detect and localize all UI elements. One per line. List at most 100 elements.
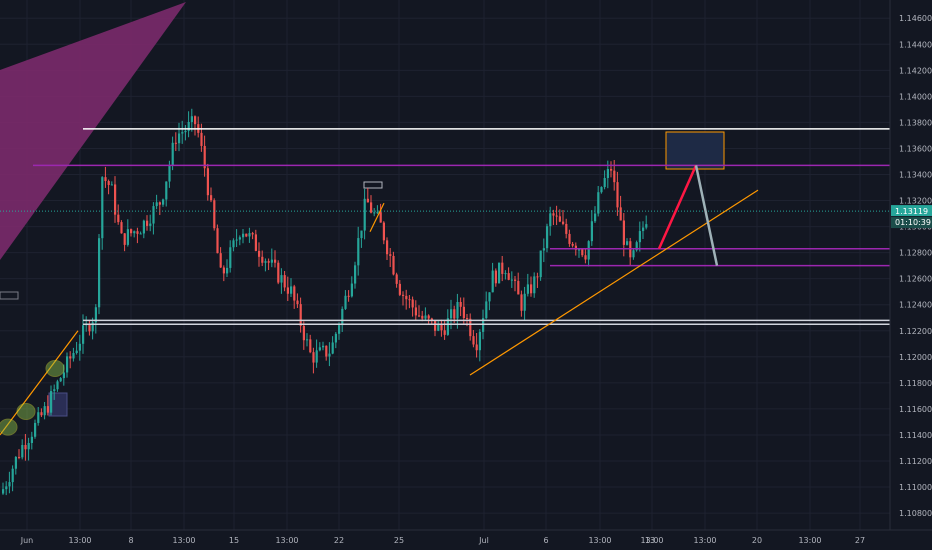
candle-body xyxy=(270,259,273,263)
candle-body xyxy=(168,165,171,182)
candle-body xyxy=(72,353,75,359)
time-tick-label: 20 xyxy=(752,536,762,545)
price-tick-label: 1.11800 xyxy=(899,379,932,388)
highlight-circle[interactable] xyxy=(0,418,18,436)
candle-body xyxy=(418,315,421,317)
candle-body xyxy=(235,239,238,241)
trend-line-rising[interactable] xyxy=(469,189,759,376)
candle-body xyxy=(11,468,14,483)
candle-body xyxy=(184,130,187,133)
candle-body xyxy=(242,233,245,238)
candle-body xyxy=(104,177,107,182)
candle-body xyxy=(392,255,395,275)
candle-body xyxy=(635,242,638,251)
candle-body xyxy=(245,233,248,237)
candle-body xyxy=(498,262,501,284)
candle-body xyxy=(146,220,149,226)
price-axis[interactable]: 1.14600 1.14400 1.14200 1.14000 1.13800 1.136… xyxy=(889,0,932,530)
candle-body xyxy=(626,241,629,245)
candle-body xyxy=(405,295,408,300)
price-tick-label: 1.12800 xyxy=(899,249,932,258)
time-tick-label: 13:00 xyxy=(275,536,298,545)
candle-body xyxy=(421,315,424,319)
candle-body xyxy=(638,231,641,243)
price-tick-label: 1.12200 xyxy=(899,327,932,336)
candle-body xyxy=(558,216,561,222)
current-price-tag[interactable] xyxy=(891,205,932,217)
trend-line-short[interactable] xyxy=(369,202,385,233)
candle-body xyxy=(328,353,331,357)
candle-body xyxy=(398,283,401,295)
horizontal-levels[interactable] xyxy=(0,128,890,326)
candle-body xyxy=(286,287,289,294)
time-tick-label: 13:00 xyxy=(798,536,821,545)
candle-body xyxy=(344,295,347,309)
candle-body xyxy=(69,356,72,359)
candle-body xyxy=(606,168,609,178)
candle-body xyxy=(200,132,203,146)
candle-body xyxy=(536,276,539,278)
time-tick-label: 13:00 xyxy=(640,536,663,545)
candle-body xyxy=(510,279,513,281)
candle-body xyxy=(219,253,222,268)
projection-down[interactable] xyxy=(694,165,719,266)
candle-body xyxy=(59,378,62,382)
small-rect xyxy=(363,181,383,189)
candle-body xyxy=(571,243,574,246)
candle-body xyxy=(296,300,299,305)
candle-body xyxy=(274,259,277,263)
candle-body xyxy=(181,132,184,134)
candle-body xyxy=(238,237,241,240)
candle-body xyxy=(446,318,449,335)
candle-body xyxy=(88,323,91,332)
highlight-circle[interactable] xyxy=(16,402,36,420)
candle-body xyxy=(546,226,549,249)
candle-body xyxy=(139,233,142,235)
candle-body xyxy=(78,343,81,351)
candle-body xyxy=(350,283,353,297)
candle-body xyxy=(98,238,101,308)
candle-body xyxy=(523,293,526,311)
candle-body xyxy=(66,356,69,373)
candle-body xyxy=(402,294,405,296)
magenta-zone xyxy=(0,2,186,260)
candle-body xyxy=(126,229,129,245)
projection-up[interactable] xyxy=(657,164,698,250)
candle-body xyxy=(456,302,459,319)
candle-body xyxy=(434,320,437,331)
candle-body xyxy=(318,347,321,351)
candle-body xyxy=(190,116,193,122)
price-tick-label: 1.12600 xyxy=(899,275,932,284)
candle-body xyxy=(187,121,190,131)
candle-body xyxy=(354,265,357,284)
candle-body xyxy=(299,304,302,326)
candle-body xyxy=(443,330,446,335)
candle-body xyxy=(562,221,565,224)
candle-body xyxy=(533,276,536,294)
candles xyxy=(2,108,648,496)
price-tick-label: 1.14200 xyxy=(899,66,932,75)
candle-body xyxy=(309,339,312,353)
time-tick-label: 8 xyxy=(128,536,133,545)
trend-line-early[interactable] xyxy=(0,330,79,436)
time-tick-label: 13:00 xyxy=(68,536,91,545)
time-tick-label: Jul xyxy=(478,536,489,545)
candle-body xyxy=(283,275,286,288)
price-tick-label: 1.11600 xyxy=(899,405,932,414)
time-axis[interactable]: Jun 13:00 8 13:00 15 13:00 22 25 Jul 13:006 13:001… xyxy=(0,529,932,545)
drawings[interactable] xyxy=(0,164,759,436)
candle-body xyxy=(645,224,648,228)
candle-body xyxy=(482,318,485,332)
candle-body xyxy=(485,301,488,319)
candle-body xyxy=(136,231,139,234)
candle-body xyxy=(581,249,584,256)
candle-body xyxy=(251,233,254,235)
time-tick-label: 22 xyxy=(334,536,344,545)
candle-body xyxy=(293,286,296,301)
price-tick-label: 1.11200 xyxy=(899,457,932,466)
candle-body xyxy=(152,206,155,224)
highlight-circle[interactable] xyxy=(45,360,65,378)
candle-body xyxy=(478,331,481,351)
candle-body xyxy=(34,422,37,437)
